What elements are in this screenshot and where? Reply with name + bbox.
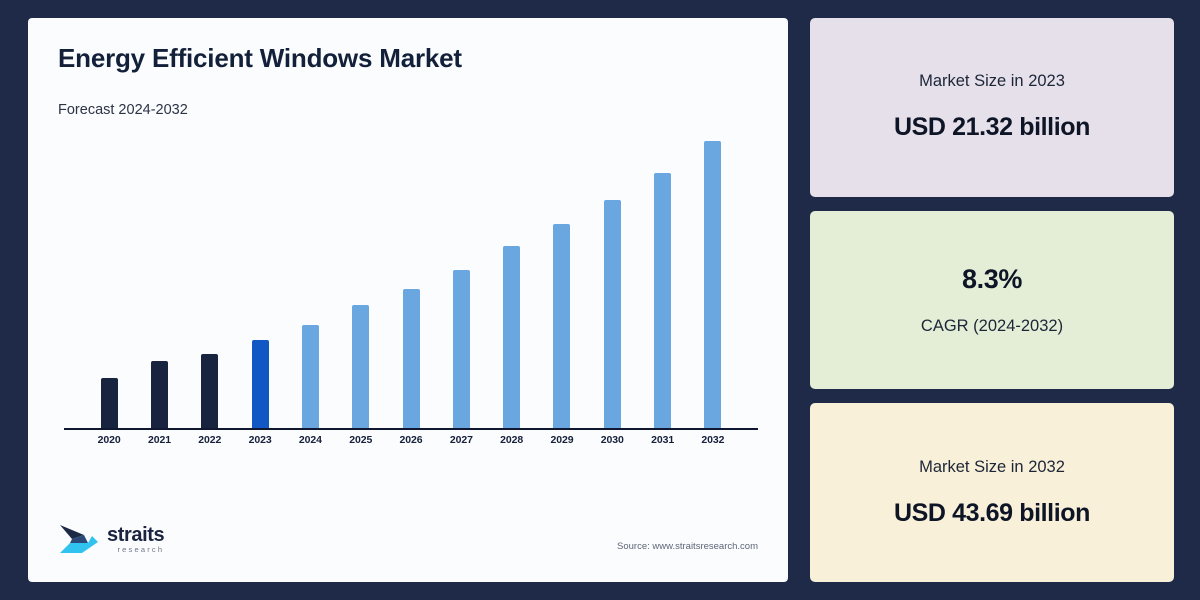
panel-footer: straits research Source: www.straitsrese…	[58, 522, 758, 556]
x-tick-2025: 2025	[349, 433, 373, 446]
stat-card-value: USD 43.69 billion	[893, 498, 1091, 527]
bar-2031	[654, 172, 672, 428]
bar-2020	[100, 377, 118, 428]
bar-2026	[402, 288, 420, 428]
bar-slot	[235, 140, 285, 428]
bar-2024	[301, 324, 319, 428]
bar-slot	[587, 140, 637, 428]
bar-slot	[436, 140, 486, 428]
bar-2022	[201, 353, 219, 428]
stat-card-value: USD 21.32 billion	[893, 113, 1091, 142]
bar-slot	[285, 140, 335, 428]
x-tick-2032: 2032	[701, 433, 725, 446]
bar-slot	[487, 140, 537, 428]
straits-research-logo: straits research	[58, 522, 165, 556]
stat-card-column: Market Size in 2023 USD 21.32 billion 8.3%…	[810, 18, 1174, 583]
bar-chart: 2020 2021 2022 2023 2024 2025 2026 2027 2028 2029…	[58, 134, 758, 582]
x-axis-line	[64, 427, 758, 431]
source-note: Source: www.straitsresearch.com	[617, 541, 758, 552]
x-tick-2028: 2028	[500, 433, 524, 446]
stat-card-cagr: 8.3% CAGR (2024-2032)	[810, 210, 1174, 390]
bar-2027	[452, 269, 470, 428]
chart-plot-area	[70, 140, 752, 428]
x-tick-2020: 2020	[97, 433, 121, 446]
stat-card-label: Market Size in 2023	[919, 72, 1065, 91]
logo-tagline: research	[117, 544, 165, 554]
stat-card-label: Market Size in 2032	[919, 457, 1065, 476]
page-title: Energy Efficient Windows Market	[58, 43, 462, 73]
x-tick-2031: 2031	[651, 433, 675, 446]
bar-slot	[84, 140, 134, 428]
x-tick-2029: 2029	[550, 433, 574, 446]
bar-2023	[251, 339, 269, 428]
logo-wordmark: straits	[107, 523, 165, 546]
x-tick-2026: 2026	[399, 433, 423, 446]
x-tick-2022: 2022	[198, 433, 222, 446]
x-tick-2024: 2024	[298, 433, 322, 446]
chart-panel: Energy Efficient Windows Market Forecast…	[28, 18, 788, 582]
x-tick-2023: 2023	[248, 433, 272, 446]
panel-subtitle: Forecast 2024-2032	[58, 101, 188, 118]
bar-2029	[553, 223, 571, 428]
x-axis-tick-labels: 2020 2021 2022 2023 2024 2025 2026 2027 2028 2029…	[70, 434, 752, 446]
bar-slot	[386, 140, 436, 428]
stat-card-label: CAGR (2024-2032)	[920, 317, 1064, 335]
bar-2025	[352, 304, 370, 428]
bar-slot	[134, 140, 184, 428]
x-tick-2027: 2027	[449, 433, 473, 446]
stat-card-value: 8.3%	[962, 264, 1022, 294]
bar-slot	[336, 140, 386, 428]
stat-card-market-size-2032: Market Size in 2032 USD 43.69 billion	[810, 403, 1174, 583]
stat-card-market-size-2023: Market Size in 2023 USD 21.32 billion	[810, 18, 1174, 197]
bar-slot	[185, 140, 235, 428]
bar-slot	[688, 140, 738, 428]
logo-arrow-icon	[60, 525, 98, 553]
bar-2021	[150, 360, 168, 428]
bar-2032	[704, 140, 722, 428]
bar-2028	[503, 245, 521, 428]
logo-text: straits research	[107, 523, 165, 554]
bar-slot	[537, 140, 587, 428]
bar-slot	[637, 140, 687, 428]
x-tick-2021: 2021	[147, 433, 171, 446]
bar-2030	[603, 199, 621, 428]
x-tick-2030: 2030	[600, 433, 624, 446]
